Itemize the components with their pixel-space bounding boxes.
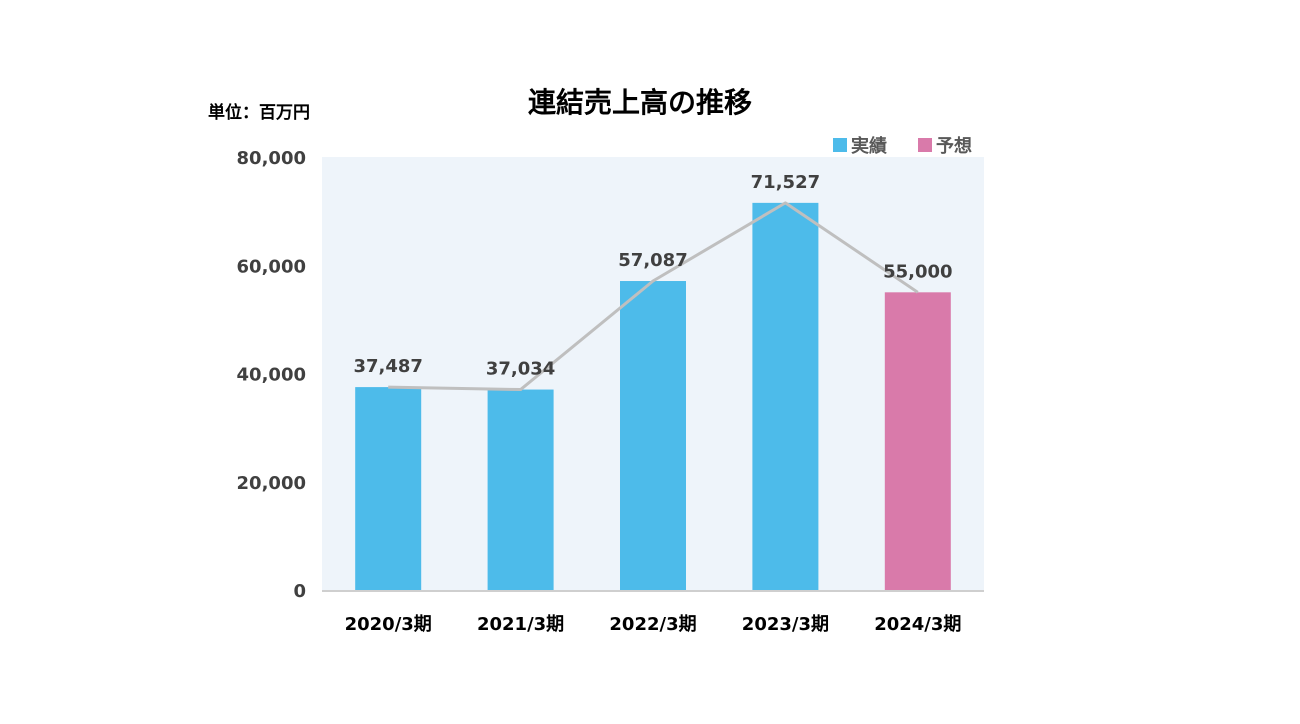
bar-actual [752,202,819,590]
bar-actual [355,387,422,590]
y-tick-label: 20,000 [237,473,306,494]
value-label: 71,527 [751,172,820,193]
value-label: 55,000 [883,261,952,282]
bar-actual [487,389,554,590]
value-label: 57,087 [618,250,687,271]
trend-line [388,201,919,392]
legend-label-actual: 実績 [851,135,887,157]
value-label: 37,487 [353,356,422,377]
value-label: 37,034 [486,359,555,380]
y-tick-label: 40,000 [237,365,306,386]
legend-label-forecast: 予想 [936,135,972,157]
legend-swatch-actual [833,138,847,152]
x-tick-label: 2022/3期 [609,614,696,635]
y-tick-label: 80,000 [237,148,306,169]
y-tick-label: 0 [293,581,306,602]
value-labels: 37,487 37,034 57,087 71,527 55,000 [353,172,952,380]
x-tick-label: 2021/3期 [477,614,564,635]
x-tick-label: 2023/3期 [742,614,829,635]
legend: 実績 予想 [833,135,972,157]
y-axis: 0 20,000 40,000 60,000 80,000 [237,148,306,602]
legend-swatch-forecast [918,138,932,152]
x-tick-label: 2024/3期 [874,614,961,635]
y-tick-label: 60,000 [237,256,306,277]
x-tick-label: 2020/3期 [345,614,432,635]
x-axis: 2020/3期 2021/3期 2022/3期 2023/3期 2024/3期 [345,614,962,635]
unit-label: 単位：百万円 [208,102,310,123]
chart-title: 連結売上高の推移 [528,86,752,119]
bar-actual [620,281,686,590]
bar-forecast [884,292,951,590]
bars [355,202,951,590]
